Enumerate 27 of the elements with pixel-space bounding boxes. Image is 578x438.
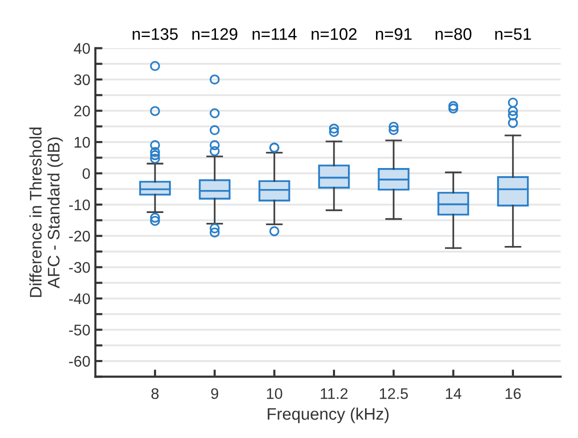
x-tick-label: 14 xyxy=(446,388,462,399)
y-tick-label: -60 xyxy=(69,356,90,367)
y-tick-label: -30 xyxy=(69,262,90,273)
x-tick-label: 11.2 xyxy=(320,388,348,399)
x-tick-label: 9 xyxy=(211,388,218,400)
y-tick-label: 0 xyxy=(82,168,90,180)
x-tick-label: 8 xyxy=(151,388,159,400)
y-tick-label: -40 xyxy=(69,293,90,304)
text: n=114 xyxy=(252,28,297,40)
y-tick-label: -20 xyxy=(69,230,90,242)
x-axis-title: Frequency (kHz) xyxy=(268,408,389,424)
y-tick-label: 10 xyxy=(74,136,90,148)
y-tick-label: 40 xyxy=(74,43,90,54)
x-tick-label: 12.5 xyxy=(380,388,408,400)
y-tick-label: -50 xyxy=(69,324,90,336)
text: n=129 xyxy=(192,28,238,40)
y-tick-label: -10 xyxy=(69,199,90,210)
text: n=91 xyxy=(376,28,412,40)
text: n=102 xyxy=(312,28,357,40)
text: n=80 xyxy=(436,28,472,40)
text: n=51 xyxy=(495,28,531,40)
y-tick-label: 20 xyxy=(74,106,90,116)
text: n=135 xyxy=(132,28,178,40)
y-axis-title: Difference in Threshold AFC - Standard (dB) xyxy=(29,128,63,297)
y-tick-label: 30 xyxy=(74,74,90,86)
x-tick-label: 16 xyxy=(506,388,521,400)
x-tick-label: 10 xyxy=(266,388,282,400)
